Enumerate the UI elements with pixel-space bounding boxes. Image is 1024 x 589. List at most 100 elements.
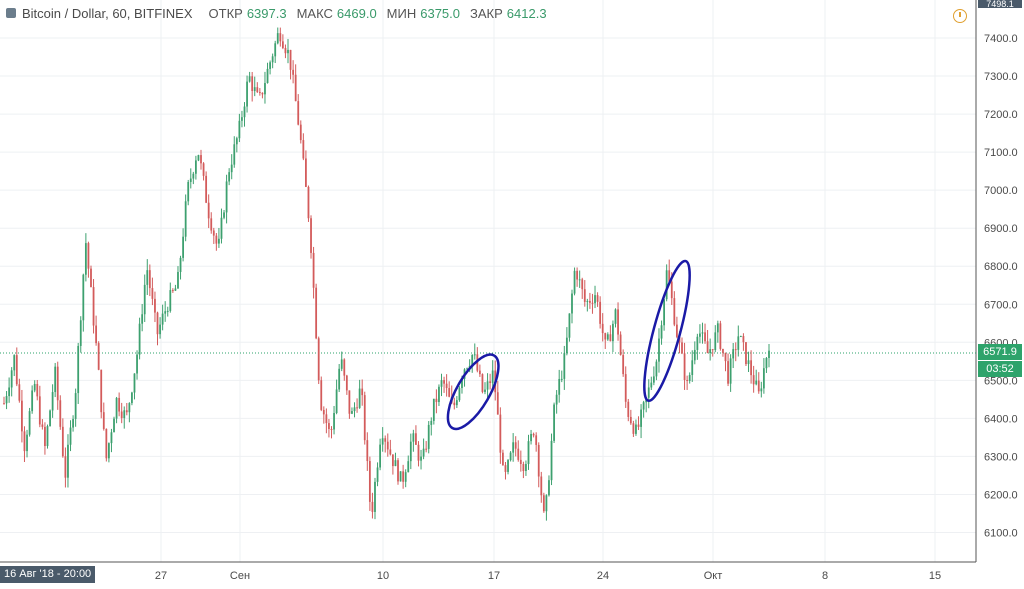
candle-body	[315, 287, 318, 339]
candle-body	[26, 434, 28, 452]
candle-body	[248, 76, 251, 82]
candle-body	[530, 433, 532, 442]
candle-body	[589, 300, 591, 303]
candle-body	[46, 426, 49, 447]
candle-body	[576, 270, 579, 280]
candle-body	[422, 448, 425, 457]
candle-body	[8, 387, 11, 397]
candle-body	[734, 349, 737, 351]
candle-body	[553, 404, 555, 441]
candle-body	[407, 461, 410, 473]
candle-body	[389, 449, 392, 455]
candle-body	[287, 49, 289, 54]
candle-body	[586, 300, 589, 302]
candle-body	[5, 396, 8, 404]
y-tick-label: 6400.0	[984, 413, 1018, 425]
candle-body	[750, 360, 752, 376]
candle-body	[87, 243, 90, 269]
candle-body	[102, 412, 105, 429]
candle-body	[143, 284, 146, 315]
candle-body	[670, 281, 673, 299]
candle-body	[363, 395, 366, 441]
candle-body	[453, 402, 456, 406]
candle-body	[90, 268, 92, 288]
candle-body	[673, 298, 676, 325]
candle-body	[97, 343, 100, 370]
candle-body	[79, 320, 82, 346]
candle-body	[443, 380, 445, 384]
y-tick-label: 7000.0	[984, 185, 1018, 197]
candle-body	[49, 410, 51, 427]
candle-body	[445, 383, 448, 389]
candle-body	[379, 444, 382, 468]
y-tick-label: 6200.0	[984, 489, 1018, 501]
candle-body	[663, 299, 666, 326]
candle-body	[691, 360, 694, 376]
candle-body	[519, 459, 522, 465]
candle-body	[138, 323, 141, 355]
candle-body	[727, 361, 729, 384]
candle-body	[3, 403, 5, 405]
candle-body	[466, 368, 468, 370]
candle-body	[606, 334, 609, 340]
candle-body	[82, 274, 85, 321]
candle-body	[739, 336, 742, 338]
candle-body	[573, 270, 576, 294]
y-tick-label: 6100.0	[984, 528, 1018, 540]
candle-body	[489, 381, 492, 384]
candle-body	[133, 373, 136, 393]
candle-body	[762, 368, 765, 389]
candle-body	[95, 325, 98, 344]
candle-body	[619, 334, 622, 356]
candle-body	[84, 243, 87, 275]
candle-body	[658, 338, 660, 362]
candle-body	[36, 383, 39, 397]
candle-body	[13, 355, 16, 371]
candle-body	[218, 238, 220, 244]
candle-body	[381, 438, 384, 445]
candle-body	[455, 400, 458, 406]
candle-body	[223, 212, 225, 218]
x-tick-label: 8	[822, 570, 828, 582]
candle-body	[166, 310, 169, 312]
x-tick-label: 17	[488, 570, 500, 582]
candle-body	[120, 411, 123, 419]
candle-body	[202, 163, 205, 176]
candle-body	[302, 140, 305, 159]
candle-body	[596, 295, 599, 302]
candle-body	[742, 336, 745, 343]
candle-body	[330, 428, 333, 430]
candle-body	[41, 424, 44, 427]
candle-body	[448, 388, 451, 397]
candle-body	[660, 325, 663, 339]
candle-body	[279, 33, 282, 42]
candle-body	[154, 298, 156, 313]
candle-body	[578, 279, 581, 281]
candle-body	[609, 334, 612, 342]
candle-body	[709, 349, 712, 354]
candle-body	[632, 423, 635, 434]
open-value: 6397.3	[246, 5, 287, 21]
candle-body	[432, 398, 435, 421]
candle-body	[274, 43, 277, 57]
clock-icon[interactable]	[953, 9, 967, 23]
candle-body	[351, 411, 353, 414]
candle-body	[353, 407, 356, 412]
candle-body	[568, 313, 571, 338]
candle-body	[745, 342, 747, 365]
candle-body	[461, 378, 463, 389]
candle-body	[545, 495, 548, 512]
candle-body	[732, 349, 735, 359]
candle-body	[212, 230, 215, 236]
candle-body	[299, 124, 302, 141]
candle-body	[583, 289, 586, 302]
candle-body	[177, 271, 179, 289]
y-tick-label: 6700.0	[984, 299, 1018, 311]
candle-body	[716, 323, 719, 333]
candle-body	[307, 186, 310, 219]
candle-body	[294, 74, 297, 102]
symbol-title[interactable]: Bitcoin / Dollar, 60, BITFINEX	[22, 5, 193, 21]
candle-body	[376, 467, 379, 482]
candle-body	[617, 309, 619, 335]
